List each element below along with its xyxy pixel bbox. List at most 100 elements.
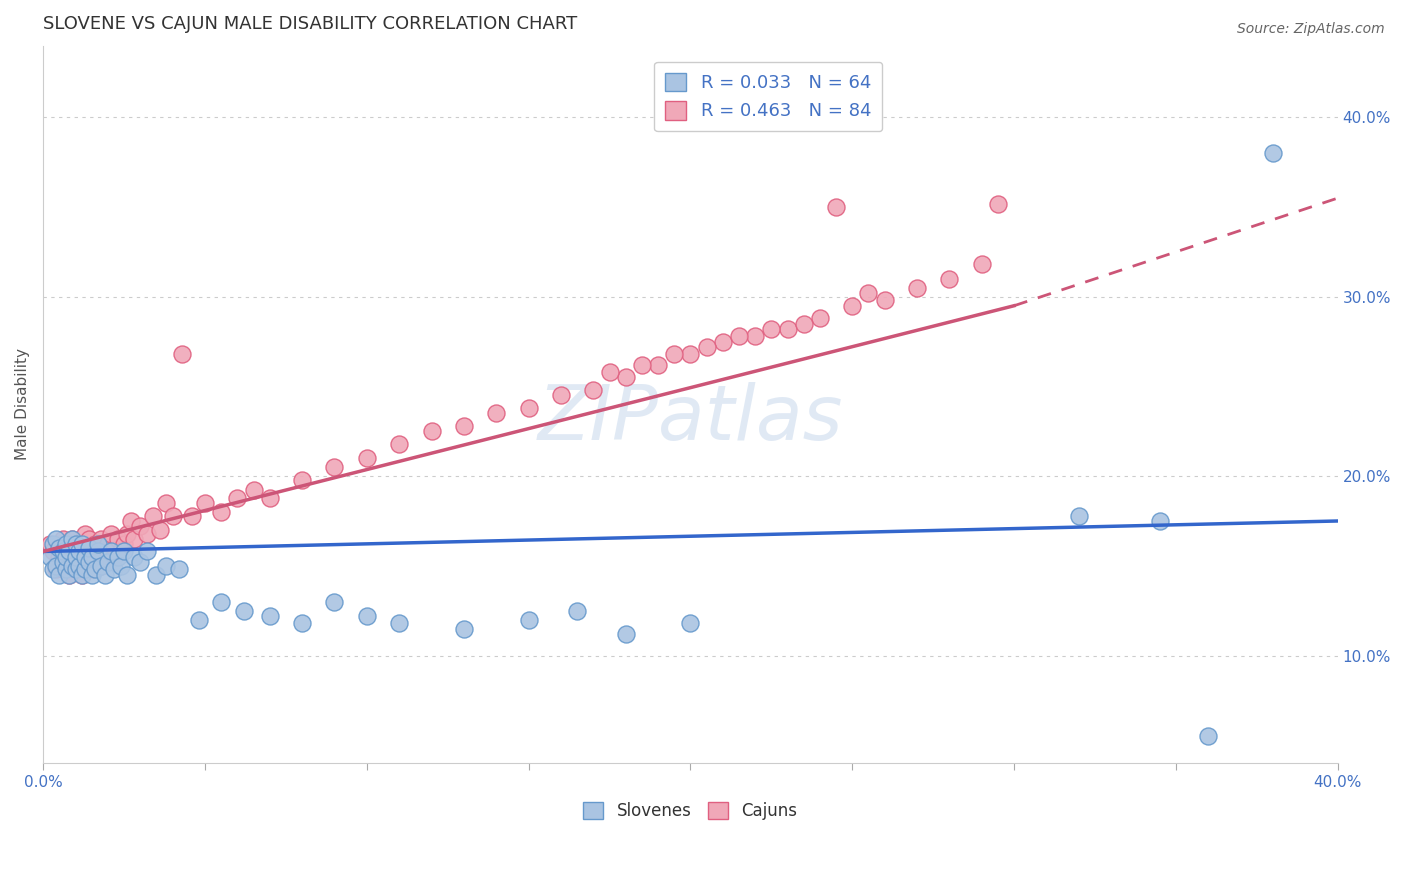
- Point: [67, 558, 90, 573]
- Point: [90, 558, 112, 573]
- Point: [45, 562, 67, 576]
- Point: [565, 604, 588, 618]
- Point: [1067, 508, 1090, 523]
- Point: [67, 544, 90, 558]
- Point: [129, 519, 152, 533]
- Point: [112, 537, 135, 551]
- Point: [77, 555, 100, 569]
- Point: [60, 549, 83, 564]
- Point: [42, 537, 65, 551]
- Point: [793, 317, 815, 331]
- Point: [242, 483, 264, 498]
- Point: [93, 544, 115, 558]
- Point: [858, 286, 880, 301]
- Point: [232, 604, 254, 618]
- Point: [103, 562, 125, 576]
- Point: [97, 555, 120, 569]
- Point: [107, 549, 129, 564]
- Point: [103, 549, 125, 564]
- Point: [112, 544, 135, 558]
- Point: [52, 562, 75, 576]
- Point: [52, 544, 75, 558]
- Point: [55, 537, 77, 551]
- Point: [55, 555, 77, 569]
- Point: [614, 370, 637, 384]
- Point: [155, 558, 177, 573]
- Point: [129, 555, 152, 569]
- Point: [70, 567, 93, 582]
- Point: [614, 627, 637, 641]
- Point: [110, 544, 132, 558]
- Point: [291, 616, 314, 631]
- Point: [1261, 146, 1284, 161]
- Point: [117, 526, 139, 541]
- Point: [356, 609, 378, 624]
- Point: [122, 549, 145, 564]
- Point: [664, 347, 686, 361]
- Point: [453, 418, 475, 433]
- Point: [117, 567, 139, 582]
- Point: [517, 401, 540, 415]
- Point: [60, 558, 83, 573]
- Point: [485, 406, 508, 420]
- Legend: Slovenes, Cajuns: Slovenes, Cajuns: [576, 795, 804, 827]
- Point: [517, 613, 540, 627]
- Point: [209, 595, 232, 609]
- Point: [841, 299, 863, 313]
- Point: [388, 616, 411, 631]
- Point: [67, 544, 90, 558]
- Point: [873, 293, 896, 308]
- Point: [808, 311, 831, 326]
- Point: [259, 491, 281, 505]
- Point: [291, 473, 314, 487]
- Point: [181, 508, 204, 523]
- Point: [599, 365, 621, 379]
- Point: [155, 496, 177, 510]
- Point: [80, 549, 103, 564]
- Point: [60, 532, 83, 546]
- Point: [75, 562, 97, 576]
- Point: [420, 425, 443, 439]
- Point: [938, 272, 960, 286]
- Point: [582, 383, 605, 397]
- Text: Source: ZipAtlas.com: Source: ZipAtlas.com: [1237, 22, 1385, 37]
- Point: [75, 526, 97, 541]
- Point: [145, 567, 167, 582]
- Point: [87, 549, 110, 564]
- Point: [259, 609, 281, 624]
- Point: [84, 562, 107, 576]
- Point: [550, 388, 572, 402]
- Point: [323, 460, 346, 475]
- Point: [48, 537, 70, 551]
- Point: [45, 558, 67, 573]
- Point: [84, 544, 107, 558]
- Point: [58, 567, 80, 582]
- Point: [84, 537, 107, 551]
- Point: [65, 562, 87, 576]
- Point: [647, 358, 669, 372]
- Point: [696, 340, 718, 354]
- Point: [135, 544, 157, 558]
- Point: [65, 537, 87, 551]
- Point: [100, 544, 122, 558]
- Point: [52, 555, 75, 569]
- Point: [58, 544, 80, 558]
- Point: [172, 347, 194, 361]
- Point: [75, 549, 97, 564]
- Point: [70, 537, 93, 551]
- Point: [107, 532, 129, 546]
- Point: [453, 622, 475, 636]
- Point: [67, 558, 90, 573]
- Point: [135, 526, 157, 541]
- Point: [60, 532, 83, 546]
- Point: [226, 491, 249, 505]
- Point: [93, 567, 115, 582]
- Point: [97, 537, 120, 551]
- Point: [70, 537, 93, 551]
- Point: [744, 329, 766, 343]
- Point: [42, 562, 65, 576]
- Point: [55, 541, 77, 555]
- Point: [631, 358, 654, 372]
- Point: [761, 322, 783, 336]
- Point: [711, 334, 734, 349]
